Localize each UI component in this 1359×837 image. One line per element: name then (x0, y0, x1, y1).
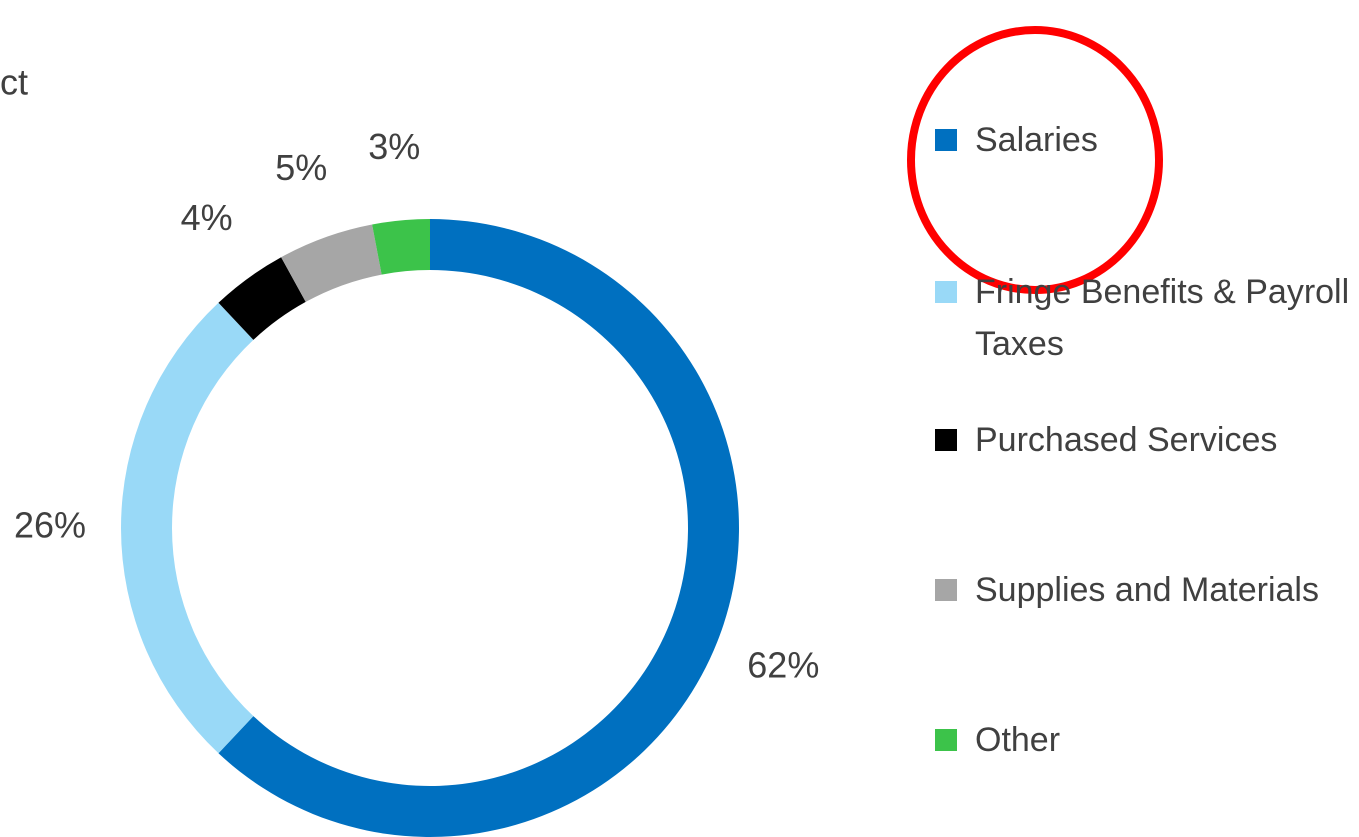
donut-slice (218, 219, 740, 837)
donut-slice (121, 302, 254, 754)
legend-item: Other (935, 714, 1355, 766)
donut-slice (372, 219, 430, 275)
legend-item: Fringe Benefits & Payroll Taxes (935, 266, 1355, 370)
legend-label: Purchased Services (975, 421, 1278, 459)
legend-label: Fringe Benefits & Payroll Taxes (975, 273, 1350, 363)
chart-title: ct (0, 62, 28, 103)
legend-swatch (935, 129, 957, 151)
data-label: 62% (747, 644, 819, 685)
legend-swatch (935, 281, 957, 303)
highlight-circle (907, 26, 1163, 294)
legend-swatch (935, 729, 957, 751)
data-label: 5% (275, 147, 327, 188)
donut-slice (281, 224, 382, 302)
data-label: 26% (14, 505, 86, 546)
legend-swatch (935, 429, 957, 451)
legend-swatch (935, 579, 957, 601)
legend-label: Other (975, 721, 1061, 759)
legend-item: Salaries (935, 114, 1355, 166)
data-label: 3% (368, 126, 420, 167)
legend-item: Supplies and Materials (935, 564, 1355, 616)
donut-slice (218, 257, 306, 340)
legend-item: Purchased Services (935, 414, 1355, 466)
legend-label: Salaries (975, 121, 1098, 159)
legend-label: Supplies and Materials (975, 571, 1319, 609)
data-label: 4% (181, 197, 233, 238)
